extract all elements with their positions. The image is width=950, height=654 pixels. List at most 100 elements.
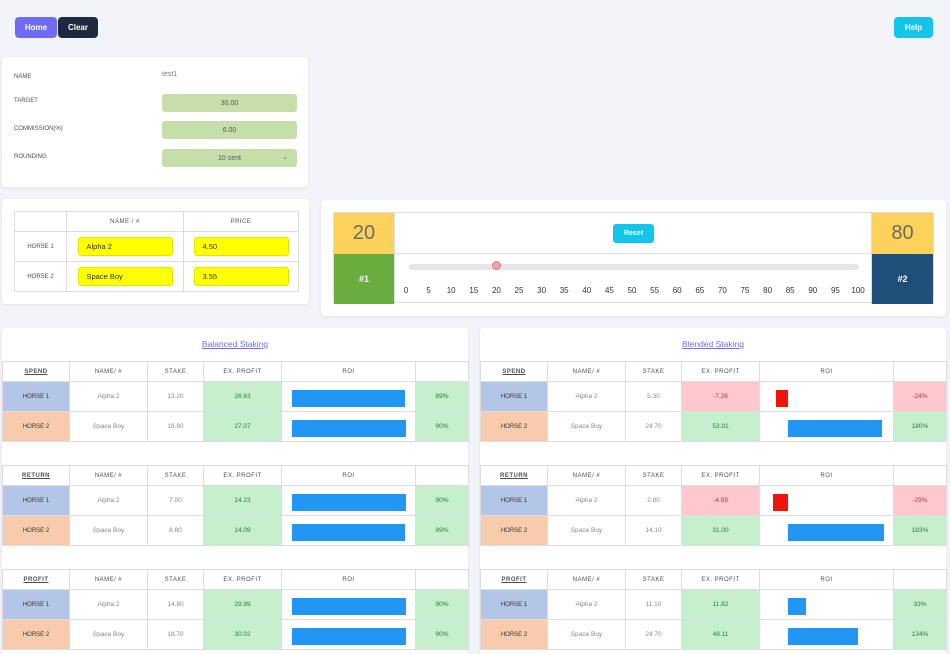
slider-tick-label: 90 xyxy=(808,286,818,295)
profit-value: 48.11 xyxy=(681,619,760,650)
roi-bar xyxy=(788,598,806,615)
horse-label: HORSE 2 xyxy=(2,411,70,442)
exprofit-header: EX. PROFIT xyxy=(681,465,760,486)
roi-bar-cell xyxy=(281,589,416,620)
divider xyxy=(394,253,872,254)
slider-tick-label: 95 xyxy=(830,286,840,295)
horse-1-price-input[interactable]: 4.50 xyxy=(193,237,289,256)
exprofit-header: EX. PROFIT xyxy=(203,361,282,382)
roi-header: ROI xyxy=(281,361,416,382)
table-row: HORSE 2 Space Boy 8.80 14.09 89% xyxy=(2,515,469,546)
stake-value: 11.10 xyxy=(625,589,682,620)
name-label: NAME xyxy=(14,74,32,80)
roi-pct-header xyxy=(415,569,469,590)
split-slider-thumb[interactable] xyxy=(491,261,501,270)
name-header: NAME/ # xyxy=(69,569,148,590)
target-field[interactable]: 30.00 xyxy=(162,94,297,112)
roi-percent: 90% xyxy=(415,589,469,620)
stake-value: 18.70 xyxy=(147,619,204,650)
stake-type-header: PROFIT xyxy=(480,569,548,590)
clear-button[interactable]: Clear xyxy=(58,17,98,38)
roi-bar xyxy=(775,390,789,407)
slider-tick-label: 100 xyxy=(851,286,865,295)
table-row: HORSE 2 Space Boy 24.70 53.91 180% xyxy=(480,411,947,442)
horse-label: HORSE 2 xyxy=(2,515,70,546)
horse-header-blank xyxy=(14,211,67,232)
blended-spend-table: SPEND NAME/ # STAKE EX. PROFIT ROI HORSE 1 Alp… xyxy=(480,361,947,442)
stake-header: STAKE xyxy=(147,361,204,382)
left-percent: 20 xyxy=(334,213,394,254)
slider-tick-label: 65 xyxy=(695,286,705,295)
blended-staking-title[interactable]: Blended Staking xyxy=(682,339,744,349)
slider-tick-label: 0 xyxy=(403,286,409,295)
roi-bar-cell xyxy=(759,485,894,516)
right-percent: 80 xyxy=(872,213,933,254)
table-row: HORSE 2 Space Boy 24.70 48.11 134% xyxy=(480,619,947,650)
stake-value: 8.80 xyxy=(147,515,204,546)
horse-name: Space Boy xyxy=(69,411,148,442)
stake-header: STAKE xyxy=(147,465,204,486)
stake-type-header: PROFIT xyxy=(2,569,70,590)
profit-value: 30.02 xyxy=(203,619,282,650)
stake-value: 14.80 xyxy=(147,589,204,620)
roi-bar xyxy=(788,628,859,645)
horse-2-price-input[interactable]: 3.55 xyxy=(193,267,289,286)
horses-table: NAME / # PRICE HORSE 1 Alpha 2 4.50 HORS… xyxy=(14,211,299,292)
roi-bar-cell xyxy=(281,411,416,442)
roi-bar xyxy=(292,494,406,511)
horse-label: HORSE 2 xyxy=(480,619,548,650)
commission-field[interactable]: 6.00 xyxy=(162,121,297,139)
help-button[interactable]: Help xyxy=(894,17,933,38)
exprofit-header: EX. PROFIT xyxy=(681,569,760,590)
profit-value: 31.00 xyxy=(681,515,760,546)
profit-value: 27.07 xyxy=(203,411,282,442)
slider-tick-label: 20 xyxy=(491,286,501,295)
reset-button[interactable]: Reset xyxy=(613,224,654,243)
slider-tick-label: 30 xyxy=(537,286,547,295)
horse-label: HORSE 1 xyxy=(480,381,548,412)
name-header: NAME/ # xyxy=(547,361,626,382)
split-slider-grid: 20 80 #1 #2 Reset 0 5 10 15 20 25 30 35 40 45 50 55… xyxy=(333,212,934,304)
roi-percent: 134% xyxy=(893,619,947,650)
horse-1-name-input[interactable]: Alpha 2 xyxy=(77,237,173,256)
exprofit-header: EX. PROFIT xyxy=(203,465,282,486)
horse-label: HORSE 1 xyxy=(480,589,548,620)
profit-value: 29.99 xyxy=(203,589,282,620)
name-value[interactable]: test1 xyxy=(162,71,178,78)
stake-header: STAKE xyxy=(625,569,682,590)
stake-value: 24.70 xyxy=(625,411,682,442)
roi-percent: 180% xyxy=(893,411,947,442)
stake-value: 24.70 xyxy=(625,619,682,650)
roi-bar-cell xyxy=(759,619,894,650)
balanced-staking-title[interactable]: Balanced Staking xyxy=(201,339,269,349)
settings-card: NAME test1 TARGET 30.00 COMMISSION(%) 6.… xyxy=(2,57,308,187)
slider-tick-label: 70 xyxy=(717,286,727,295)
balanced-profit-table: PROFIT NAME/ # STAKE EX. PROFIT ROI HORSE 1 Al… xyxy=(2,569,469,650)
split-slider-track[interactable] xyxy=(409,264,859,270)
stake-type-header: RETURN xyxy=(2,465,70,486)
table-row: HORSE 1 Alpha 2 13.20 26.63 89% xyxy=(2,381,469,412)
stake-type-header: SPEND xyxy=(2,361,70,382)
slider-tick-label: 60 xyxy=(672,286,682,295)
roi-percent: 90% xyxy=(415,619,469,650)
profit-value: 14.09 xyxy=(203,515,282,546)
rounding-select[interactable]: 10 cent ⌄ xyxy=(162,149,297,167)
slider-tick-label: 5 xyxy=(426,286,431,295)
roi-bar-cell xyxy=(759,411,894,442)
horse-name: Alpha 2 xyxy=(547,485,626,516)
stake-value: 5.30 xyxy=(625,381,682,412)
home-button[interactable]: Home xyxy=(15,17,57,38)
horse-label: HORSE 1 xyxy=(2,589,70,620)
chevron-down-icon: ⌄ xyxy=(282,154,288,161)
table-row: HORSE 1 Alpha 2 11.10 11.82 33% xyxy=(480,589,947,620)
roi-header: ROI xyxy=(759,361,894,382)
slider-tick-label: 50 xyxy=(627,286,637,295)
horse-2-name-input[interactable]: Space Boy xyxy=(77,267,173,286)
roi-bar-cell xyxy=(281,619,416,650)
horse-label: HORSE 2 xyxy=(2,619,70,650)
roi-bar xyxy=(292,420,406,437)
roi-percent: 183% xyxy=(893,515,947,546)
roi-header: ROI xyxy=(281,569,416,590)
stake-value: 2.80 xyxy=(625,485,682,516)
roi-bar xyxy=(788,524,884,541)
